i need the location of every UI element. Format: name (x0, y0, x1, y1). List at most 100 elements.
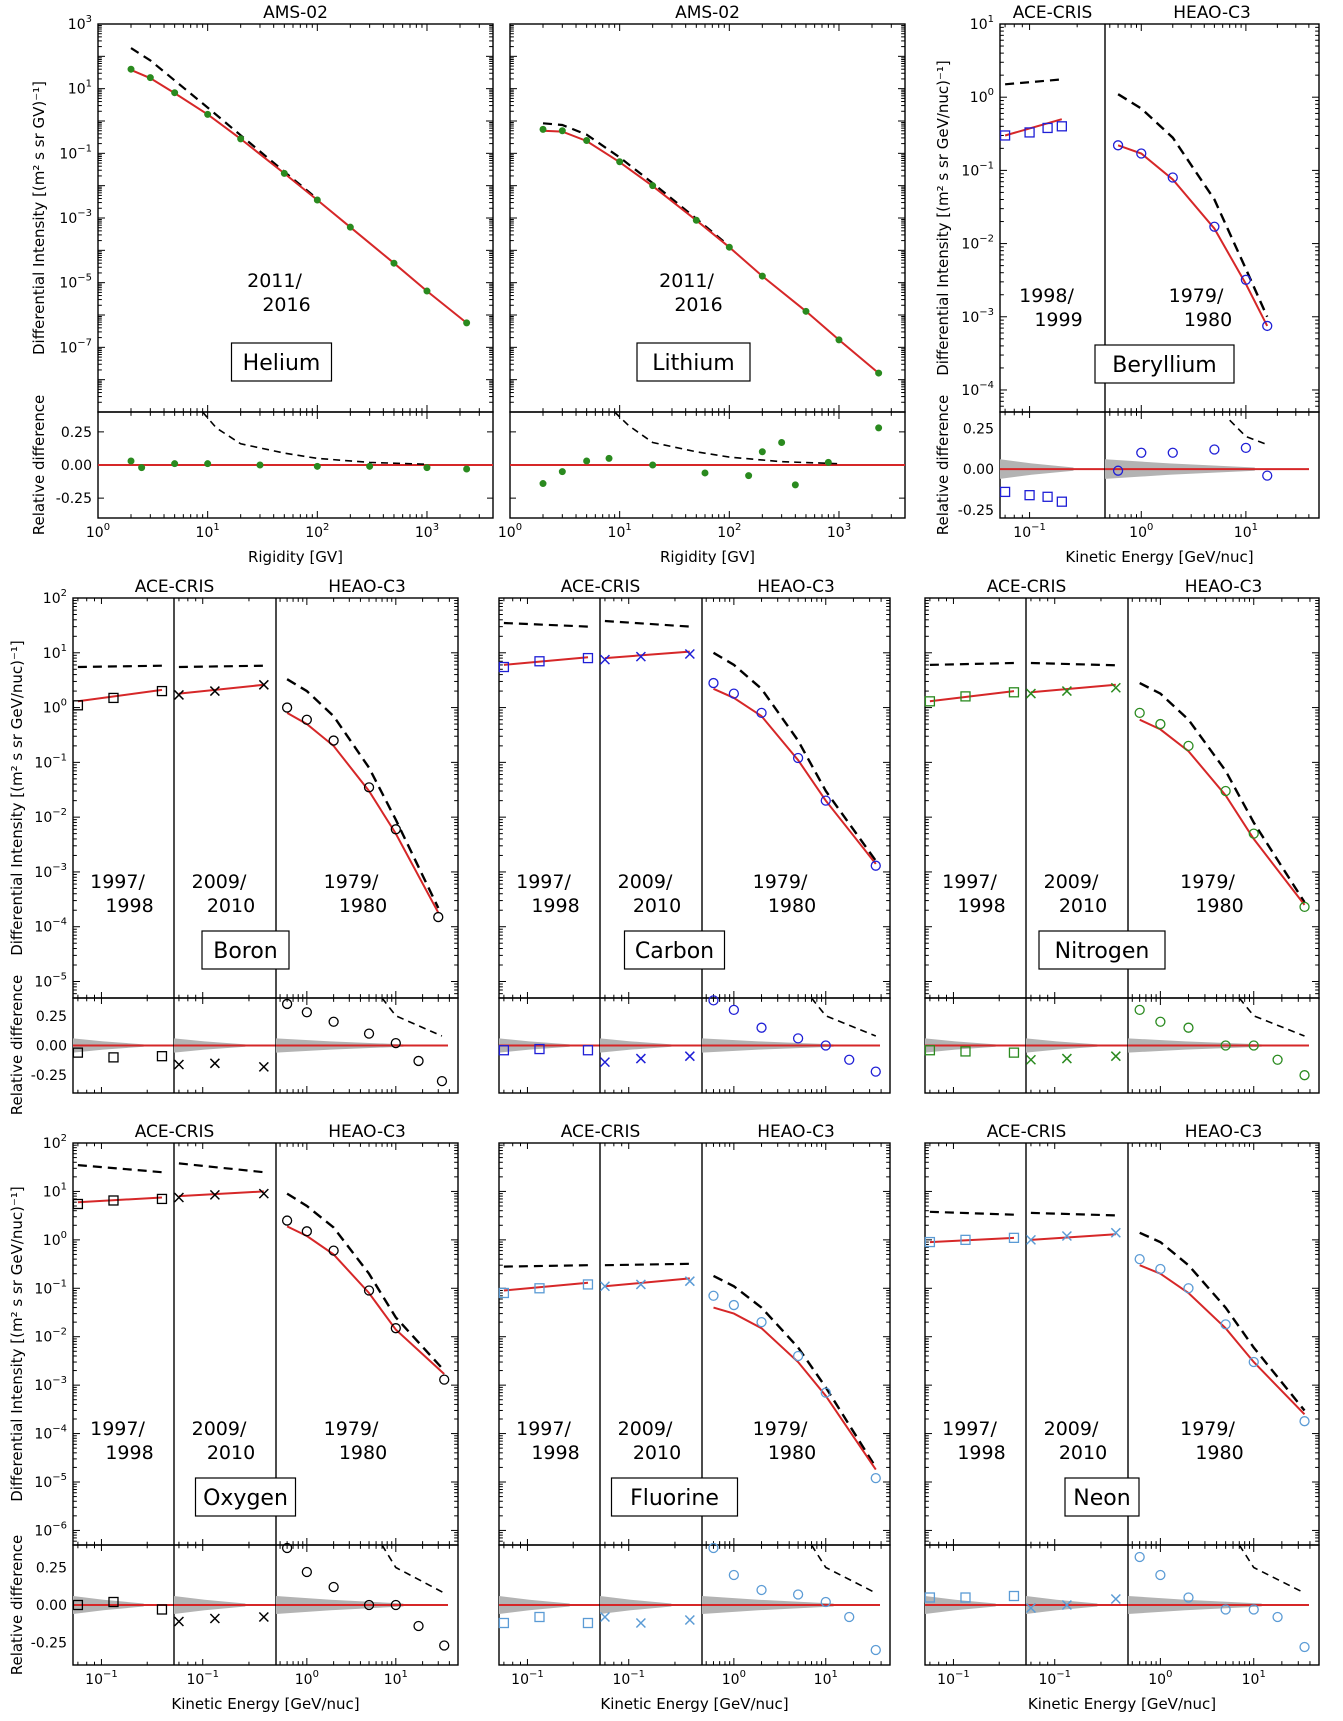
relative-point (960, 1592, 971, 1603)
period-label: 2010 (1059, 895, 1107, 917)
unmodulated-curve (604, 619, 690, 628)
x-axis-label: Kinetic Energy [GeV/nuc] (600, 1695, 788, 1713)
y-tick-label: 10−5 (34, 1472, 67, 1491)
relative-point (72, 1599, 84, 1611)
relative-point (209, 1058, 220, 1069)
model-curve (1139, 1264, 1306, 1415)
y-tick-label: 100 (43, 1230, 67, 1249)
period-label: 1997/ (90, 1418, 145, 1440)
period-label: 1979/ (324, 1418, 379, 1440)
unmodulated-curve (712, 1274, 877, 1469)
x-tick-label: 10−1 (511, 1669, 544, 1688)
data-point (328, 735, 339, 746)
period-label: 1997/ (516, 1418, 571, 1440)
relative-point (439, 1640, 450, 1651)
data-point (1056, 121, 1067, 132)
data-point (758, 272, 766, 280)
data-point (582, 652, 594, 664)
data-point (1136, 148, 1147, 159)
model-curve (929, 1236, 1015, 1244)
relative-point (127, 457, 135, 465)
y-tick-label: 10−5 (59, 273, 92, 292)
relative-point (1134, 1004, 1145, 1016)
relative-point (363, 1599, 375, 1611)
period-label: 2009/ (618, 1418, 673, 1440)
element-box (194, 1477, 297, 1517)
data-point (1167, 172, 1178, 183)
relative-point (820, 1596, 831, 1608)
source-label: ACE-CRIS (561, 1122, 641, 1142)
data-point (534, 656, 545, 667)
unmodulated-curve (1139, 682, 1306, 903)
relative-point (701, 469, 709, 477)
relative-point (1008, 1047, 1020, 1058)
model-curve (713, 1306, 877, 1471)
relative-point (171, 460, 179, 468)
period-label: 1998/ (1019, 285, 1074, 307)
relative-point (582, 1617, 594, 1629)
relative-point (498, 1045, 510, 1056)
data-point (635, 1279, 646, 1290)
data-point (433, 911, 444, 923)
unmodulated-curve (178, 664, 264, 669)
relative-point (1272, 1611, 1283, 1623)
data-point (1248, 828, 1259, 839)
relative-point (328, 1581, 339, 1593)
y-tick-label: 0.00 (963, 462, 994, 478)
relative-unmodulated-curve (614, 411, 840, 465)
relative-point (756, 1584, 767, 1596)
unmodulated-curve (604, 1262, 690, 1267)
data-point (1061, 1230, 1072, 1242)
source-label: HEAO-C3 (328, 1122, 406, 1142)
data-point (1209, 221, 1220, 232)
data-point (363, 1285, 375, 1296)
data-point (1183, 740, 1194, 752)
relative-point (924, 1592, 936, 1603)
element-label: Carbon (635, 939, 714, 964)
y-tick-label: 101 (970, 14, 994, 33)
element-box (636, 342, 751, 382)
y-tick-label: 10−2 (961, 234, 994, 253)
data-point (1155, 718, 1166, 730)
data-point (1008, 1232, 1020, 1244)
data-point (649, 182, 657, 190)
data-point (108, 692, 119, 704)
period-label: 1998 (957, 895, 1005, 917)
panel-helium: AMS-02 103 101 10−1 10−3 10−5 10−7 0.25 0.00 -0.2… (56, 3, 494, 566)
relative-point (1024, 490, 1035, 501)
relative-point (758, 448, 766, 456)
source-label: ACE-CRIS (135, 1122, 215, 1142)
unmodulated-curve (1005, 78, 1062, 86)
y-axis-label-relative: Relative difference (934, 395, 952, 536)
x-tick-label: 100 (1129, 522, 1153, 541)
data-point (390, 824, 401, 835)
period-label: 1998 (105, 895, 153, 917)
y-tick-label: 10−6 (34, 1520, 67, 1539)
relative-point (281, 1542, 293, 1554)
period-label: 1980 (339, 895, 387, 917)
relative-point (256, 461, 264, 469)
period-label: 2011/ (659, 270, 714, 292)
period-label: 2009/ (192, 871, 247, 893)
relative-unmodulated-curve (810, 1544, 877, 1594)
period-label: 1979/ (1180, 1418, 1235, 1440)
y-tick-label: 10−1 (34, 1278, 67, 1297)
element-label: Fluorine (630, 1486, 719, 1511)
relative-point (301, 1007, 313, 1018)
relative-point (413, 1620, 424, 1632)
unmodulated-curve (77, 664, 163, 669)
relative-point (582, 1045, 594, 1056)
source-label: HEAO-C3 (1173, 3, 1251, 23)
data-point (999, 130, 1011, 141)
model-curve (77, 688, 163, 703)
element-box (610, 1477, 739, 1517)
period-label: 2016 (674, 294, 722, 316)
period-label: 1979/ (753, 1418, 808, 1440)
relative-point (708, 1542, 719, 1554)
unmodulated-curve (712, 651, 877, 862)
y-axis-label-relative: Relative difference (8, 975, 26, 1116)
x-tick-label: 10−1 (186, 1669, 219, 1688)
relative-point (258, 1061, 269, 1072)
element-label: Neon (1073, 1486, 1130, 1511)
x-tick-label: 10−1 (1038, 1669, 1071, 1688)
